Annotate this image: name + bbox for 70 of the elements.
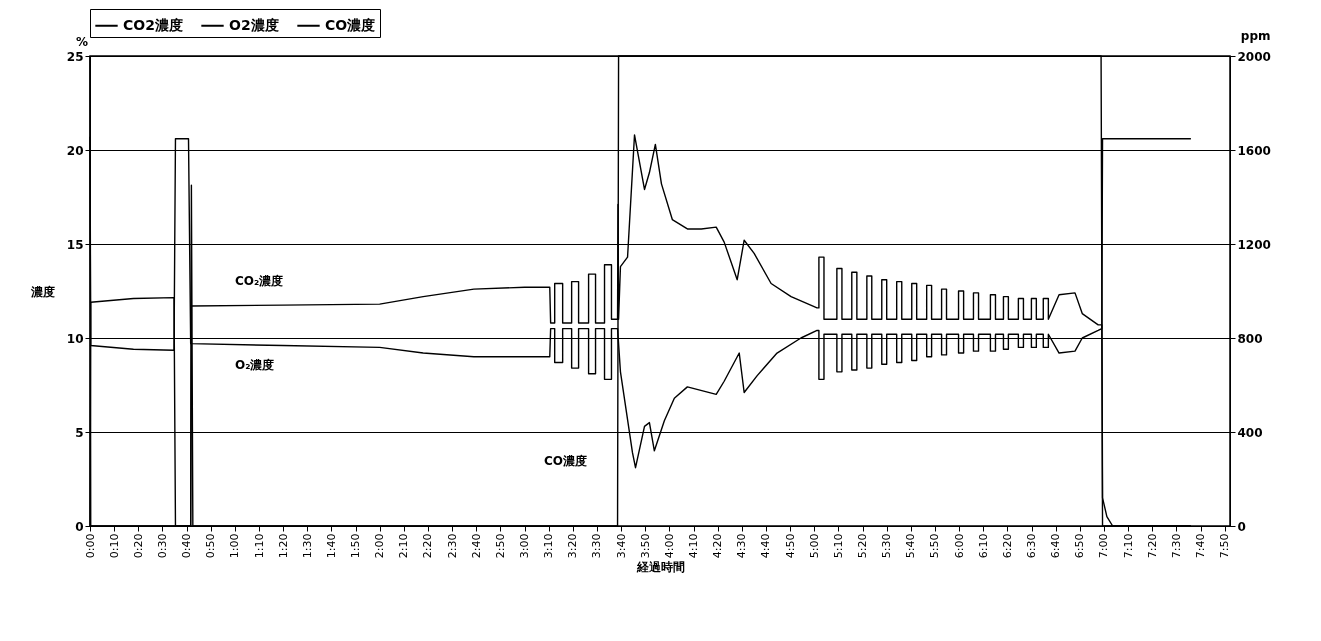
x-tick-label: 2:40 [469, 533, 483, 559]
x-tick-label: 2:00 [373, 533, 387, 559]
x-tick-label: 0:20 [131, 533, 145, 559]
y2-tick-label: 1200 [1237, 237, 1271, 252]
x-tick-label: 3:20 [566, 533, 580, 559]
x-tick-label: 1:10 [252, 533, 266, 559]
y2-tick-label: 800 [1237, 331, 1263, 346]
legend-label: CO濃度 [325, 16, 376, 33]
x-tick-label: 1:30 [300, 533, 314, 559]
x-tick-label: 0:50 [204, 533, 218, 559]
x-tick-label: 2:10 [397, 533, 411, 559]
y-tick-label: 20 [66, 143, 84, 158]
x-tick-label: 7:00 [1097, 533, 1111, 559]
annotation: CO₂濃度 [235, 274, 284, 288]
x-tick-label: 6:30 [1025, 533, 1039, 559]
x-tick-label: 2:50 [493, 533, 507, 559]
legend-label: O2濃度 [229, 16, 279, 33]
annotation: CO濃度 [544, 454, 588, 468]
x-tick-label: 0:00 [83, 533, 97, 559]
text: % [75, 35, 88, 49]
x-tick-label: 5:00 [807, 533, 821, 559]
y-tick-label: 25 [66, 49, 84, 64]
x-tick-label: 3:30 [590, 533, 604, 559]
x-tick-label: 5:10 [831, 533, 845, 559]
x-tick-label: 4:40 [759, 533, 773, 559]
y-tick-label: 5 [75, 425, 84, 440]
x-tick-label: 5:50 [928, 533, 942, 559]
x-tick-label: 7:30 [1169, 533, 1183, 559]
y2-axis-title: ppm [1240, 28, 1271, 43]
x-tick-label: 7:50 [1218, 533, 1232, 559]
y2-tick-label: 0 [1237, 519, 1246, 534]
x-tick-label: 5:40 [904, 533, 918, 559]
x-tick-label: 0:30 [155, 533, 169, 559]
x-tick-label: 3:40 [614, 533, 628, 559]
x-tick-label: 4:20 [711, 533, 725, 559]
x-tick-label: 1:40 [324, 533, 338, 559]
y2-tick-label: 2000 [1237, 49, 1271, 64]
x-tick-label: 6:20 [1000, 533, 1014, 559]
y-tick-label: 15 [66, 237, 84, 252]
x-tick-label: 4:50 [783, 533, 797, 559]
x-tick-label: 2:20 [421, 533, 435, 559]
x-tick-label: 7:10 [1121, 533, 1135, 559]
x-tick-label: 6:50 [1073, 533, 1087, 559]
x-tick-label: 7:40 [1194, 533, 1208, 559]
x-tick-label: 6:00 [952, 533, 966, 559]
x-tick-label: 1:50 [349, 533, 363, 559]
x-tick-label: 7:20 [1145, 533, 1159, 559]
y2-tick-label: 1600 [1237, 143, 1271, 158]
x-tick-label: 0:10 [107, 533, 121, 559]
y2-tick-label: 400 [1237, 425, 1263, 440]
x-tick-label: 6:40 [1049, 533, 1063, 559]
x-tick-label: 4:00 [662, 533, 676, 559]
x-tick-label: 3:00 [518, 533, 532, 559]
y-tick-label: 0 [75, 519, 84, 534]
y-tick-label: 10 [66, 331, 84, 346]
x-tick-label: 5:30 [880, 533, 894, 559]
y-axis-title: 濃度 [29, 284, 55, 299]
x-tick-label: 3:10 [542, 533, 556, 559]
x-tick-label: 3:50 [638, 533, 652, 559]
x-tick-label: 4:10 [687, 533, 701, 559]
x-tick-label: 1:00 [228, 533, 242, 559]
x-tick-label: 5:20 [856, 533, 870, 559]
x-tick-label: 4:30 [735, 533, 749, 559]
x-tick-label: 1:20 [276, 533, 290, 559]
x-tick-label: 6:10 [976, 533, 990, 559]
legend-label: CO2濃度 [123, 16, 183, 33]
x-tick-label: 0:40 [180, 533, 194, 559]
x-axis-title: 経過時間 [635, 560, 685, 575]
annotation: O₂濃度 [235, 358, 275, 372]
x-tick-label: 2:30 [445, 533, 459, 559]
